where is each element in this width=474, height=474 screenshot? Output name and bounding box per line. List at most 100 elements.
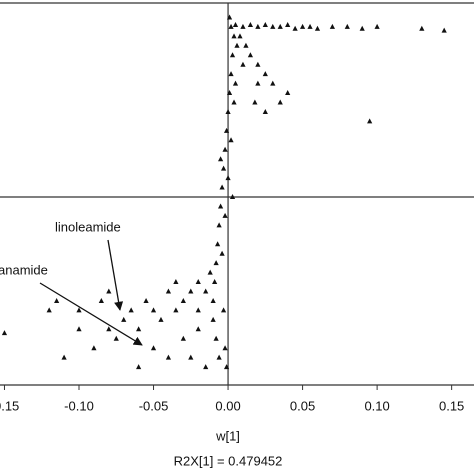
point xyxy=(262,22,268,28)
point xyxy=(219,250,225,256)
point xyxy=(216,354,222,360)
point xyxy=(218,203,224,209)
x-axis-label: w[1] xyxy=(215,428,240,443)
point xyxy=(255,23,261,29)
point xyxy=(374,23,380,29)
point xyxy=(195,279,201,285)
point xyxy=(262,108,268,114)
point xyxy=(285,90,291,96)
point xyxy=(76,307,82,313)
point xyxy=(222,146,228,152)
point xyxy=(329,23,335,29)
point xyxy=(222,345,228,351)
point xyxy=(61,354,67,360)
point xyxy=(231,33,237,39)
point xyxy=(247,22,254,28)
point xyxy=(223,364,230,370)
x-tick-label: -0.15 xyxy=(0,398,19,413)
point xyxy=(299,23,306,29)
point xyxy=(218,156,224,162)
point xyxy=(121,316,127,322)
point xyxy=(441,27,447,33)
point xyxy=(165,354,172,360)
point xyxy=(228,23,234,29)
point xyxy=(229,194,236,199)
point xyxy=(228,137,234,143)
point xyxy=(188,354,194,360)
x-tick-label: 0.05 xyxy=(290,398,315,413)
annotation-arrow xyxy=(39,282,143,346)
point xyxy=(359,25,365,31)
x-tick-label: 0.15 xyxy=(439,398,464,413)
annotation: anamide xyxy=(0,262,48,277)
point xyxy=(232,80,239,86)
point xyxy=(285,22,291,28)
point xyxy=(207,269,213,275)
point xyxy=(195,326,201,332)
point xyxy=(215,241,221,247)
point xyxy=(213,335,219,341)
point xyxy=(76,326,82,332)
point xyxy=(173,307,179,313)
point xyxy=(158,316,164,322)
point xyxy=(240,23,246,29)
point xyxy=(46,307,52,313)
point xyxy=(188,288,194,294)
point xyxy=(225,108,231,114)
point xyxy=(128,307,134,313)
point xyxy=(195,307,201,313)
point xyxy=(180,297,186,303)
point xyxy=(247,52,254,58)
x-tick-label: 0.10 xyxy=(364,398,389,413)
point xyxy=(292,25,298,31)
point xyxy=(203,288,209,294)
point xyxy=(54,297,60,303)
point xyxy=(150,345,157,351)
point xyxy=(240,61,246,67)
point xyxy=(367,118,373,124)
point xyxy=(222,212,228,218)
x-tick-label: -0.10 xyxy=(64,398,94,413)
point xyxy=(252,99,258,105)
point xyxy=(210,316,216,322)
point xyxy=(419,25,425,31)
point xyxy=(237,33,243,39)
point xyxy=(216,222,222,228)
point xyxy=(1,330,8,336)
x-tick-label: -0.05 xyxy=(139,398,169,413)
point xyxy=(243,42,249,48)
point xyxy=(91,345,97,351)
point xyxy=(277,23,283,29)
point xyxy=(231,99,237,105)
point xyxy=(136,326,142,332)
point xyxy=(277,99,283,105)
x-tick-label: 0.00 xyxy=(215,398,240,413)
point xyxy=(165,288,172,294)
point xyxy=(270,23,276,29)
point xyxy=(220,165,227,171)
point xyxy=(210,297,216,303)
point xyxy=(212,279,218,285)
point xyxy=(180,335,186,341)
point xyxy=(225,175,231,181)
point xyxy=(307,23,313,29)
point xyxy=(220,307,227,313)
point xyxy=(232,22,239,28)
point xyxy=(226,90,233,96)
point xyxy=(150,307,157,313)
point xyxy=(213,260,219,266)
annotation: linoleamide xyxy=(55,219,121,234)
point xyxy=(98,297,104,303)
subtitle: R2X[1] = 0.479452 xyxy=(174,453,283,468)
point xyxy=(314,25,321,31)
point xyxy=(270,80,276,86)
point xyxy=(226,14,233,20)
point xyxy=(255,61,261,67)
point xyxy=(173,279,179,285)
point xyxy=(219,184,225,190)
point xyxy=(106,288,112,294)
point xyxy=(228,71,234,77)
point xyxy=(234,42,240,48)
point xyxy=(203,364,209,370)
